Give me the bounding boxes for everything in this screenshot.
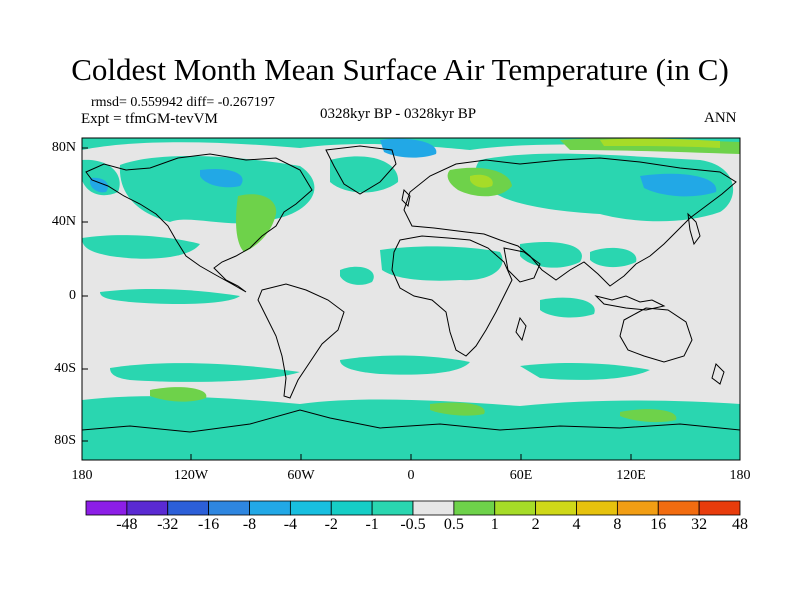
coast-europe-asia bbox=[403, 157, 737, 287]
coast-australia bbox=[619, 307, 693, 363]
colorbar-label: -2 bbox=[324, 516, 338, 533]
lat-label-80n: 80N bbox=[51, 140, 76, 155]
arctic-yellow bbox=[600, 138, 720, 148]
coast-north-america bbox=[85, 153, 313, 293]
pacific-eq-patch bbox=[100, 289, 240, 304]
asia-south-patch bbox=[590, 247, 637, 268]
arabia-patch bbox=[520, 242, 582, 268]
colorbar-label: 32 bbox=[691, 516, 708, 533]
colorbar-box bbox=[249, 500, 291, 516]
lat-label-80s: 80S bbox=[54, 433, 76, 448]
arctic-blue bbox=[380, 138, 437, 158]
season-label: ANN bbox=[704, 110, 737, 126]
lat-label-40s: 40S bbox=[54, 361, 76, 376]
coast-new-zealand bbox=[711, 363, 725, 385]
indian-ocean-patch bbox=[540, 297, 595, 318]
colorbar-box bbox=[85, 500, 128, 516]
experiment-label: Expt = tfmGM-tevVM bbox=[81, 111, 218, 127]
colorbar-label: -4 bbox=[283, 516, 298, 533]
lon-label-180e: 180 bbox=[729, 468, 751, 483]
period-label: 0328kyr BP - 0328kyr BP bbox=[320, 106, 477, 122]
coast-africa bbox=[391, 235, 513, 357]
colorbar-label: -48 bbox=[116, 516, 138, 533]
stats-text: rmsd= 0.559942 diff= -0.267197 bbox=[91, 95, 275, 110]
colorbar-box bbox=[616, 500, 659, 516]
coast-south-america bbox=[257, 283, 345, 399]
colorbar-label: -16 bbox=[197, 516, 220, 533]
colorbar-label: -32 bbox=[157, 516, 179, 533]
colorbar-box bbox=[535, 500, 577, 516]
lon-label-120e: 120E bbox=[616, 468, 646, 483]
europe-yellow bbox=[470, 174, 493, 188]
southern-ocean-band bbox=[82, 396, 740, 460]
lon-label-180w: 180 bbox=[71, 468, 93, 483]
chart-title: Coldest Month Mean Surface Air Temperatu… bbox=[71, 52, 729, 87]
africa-patch bbox=[380, 246, 503, 281]
south-band-1 bbox=[110, 363, 300, 382]
colorbar-label: 8 bbox=[613, 516, 622, 533]
south-warm-2 bbox=[430, 402, 485, 416]
darker-cool-patches bbox=[90, 138, 717, 197]
canada-blue bbox=[200, 168, 243, 188]
greenland-patch bbox=[330, 156, 399, 193]
south-band-2 bbox=[340, 355, 470, 375]
lat-label-40n: 40N bbox=[51, 214, 76, 229]
colorbar-box bbox=[167, 500, 210, 516]
colorbar-label: 4 bbox=[572, 516, 581, 533]
colorbar-box bbox=[126, 500, 169, 516]
lon-label-60e: 60E bbox=[509, 468, 533, 483]
coast-arabia bbox=[503, 247, 541, 283]
colorbar-label: 1 bbox=[490, 516, 499, 533]
lat-label-0: 0 bbox=[69, 288, 76, 303]
eurasia-patch bbox=[475, 153, 734, 222]
north-america-patch bbox=[119, 155, 315, 224]
colorbar-box bbox=[698, 500, 741, 516]
colorbar-box bbox=[576, 500, 618, 516]
colorbar-box bbox=[330, 500, 373, 516]
lon-label-60w: 60W bbox=[287, 468, 315, 483]
colorbar-box bbox=[208, 500, 250, 516]
pacific-north-patch bbox=[82, 235, 200, 259]
colorbar bbox=[85, 500, 741, 516]
colorbar-box bbox=[657, 500, 700, 516]
axis-ticks bbox=[81, 147, 741, 460]
colorbar-label: 16 bbox=[650, 516, 667, 533]
coast-indonesia bbox=[594, 295, 666, 311]
colorbar-label: -1 bbox=[365, 516, 379, 533]
colorbar-box bbox=[494, 500, 537, 516]
colorbar-box bbox=[453, 500, 496, 516]
colorbar-box bbox=[412, 500, 455, 516]
colorbar-label: -8 bbox=[242, 516, 257, 533]
colorbar-label: 2 bbox=[531, 516, 540, 533]
yellow-warm-patches bbox=[470, 138, 720, 188]
south-warm-3 bbox=[620, 409, 677, 423]
colorbar-box bbox=[371, 500, 414, 516]
lon-label-120w: 120W bbox=[173, 468, 209, 483]
atlantic-patch bbox=[340, 266, 374, 285]
coast-antarctica bbox=[82, 409, 740, 433]
coast-uk bbox=[401, 188, 411, 208]
colorbar-label: 48 bbox=[732, 516, 748, 533]
colorbar-label: 0.5 bbox=[443, 516, 464, 533]
coast-greenland bbox=[325, 145, 397, 195]
colorbar-label: -0.5 bbox=[400, 516, 426, 533]
coast-japan bbox=[687, 212, 701, 246]
south-warm-1 bbox=[150, 387, 207, 402]
colorbar-box bbox=[289, 500, 332, 516]
coastlines bbox=[82, 145, 740, 433]
north-america-warm bbox=[236, 194, 277, 252]
siberia-blue bbox=[640, 173, 717, 197]
lon-label-0: 0 bbox=[407, 468, 415, 483]
coast-madagascar bbox=[515, 316, 527, 342]
map-plot-area bbox=[82, 138, 740, 460]
south-band-3 bbox=[520, 363, 650, 380]
